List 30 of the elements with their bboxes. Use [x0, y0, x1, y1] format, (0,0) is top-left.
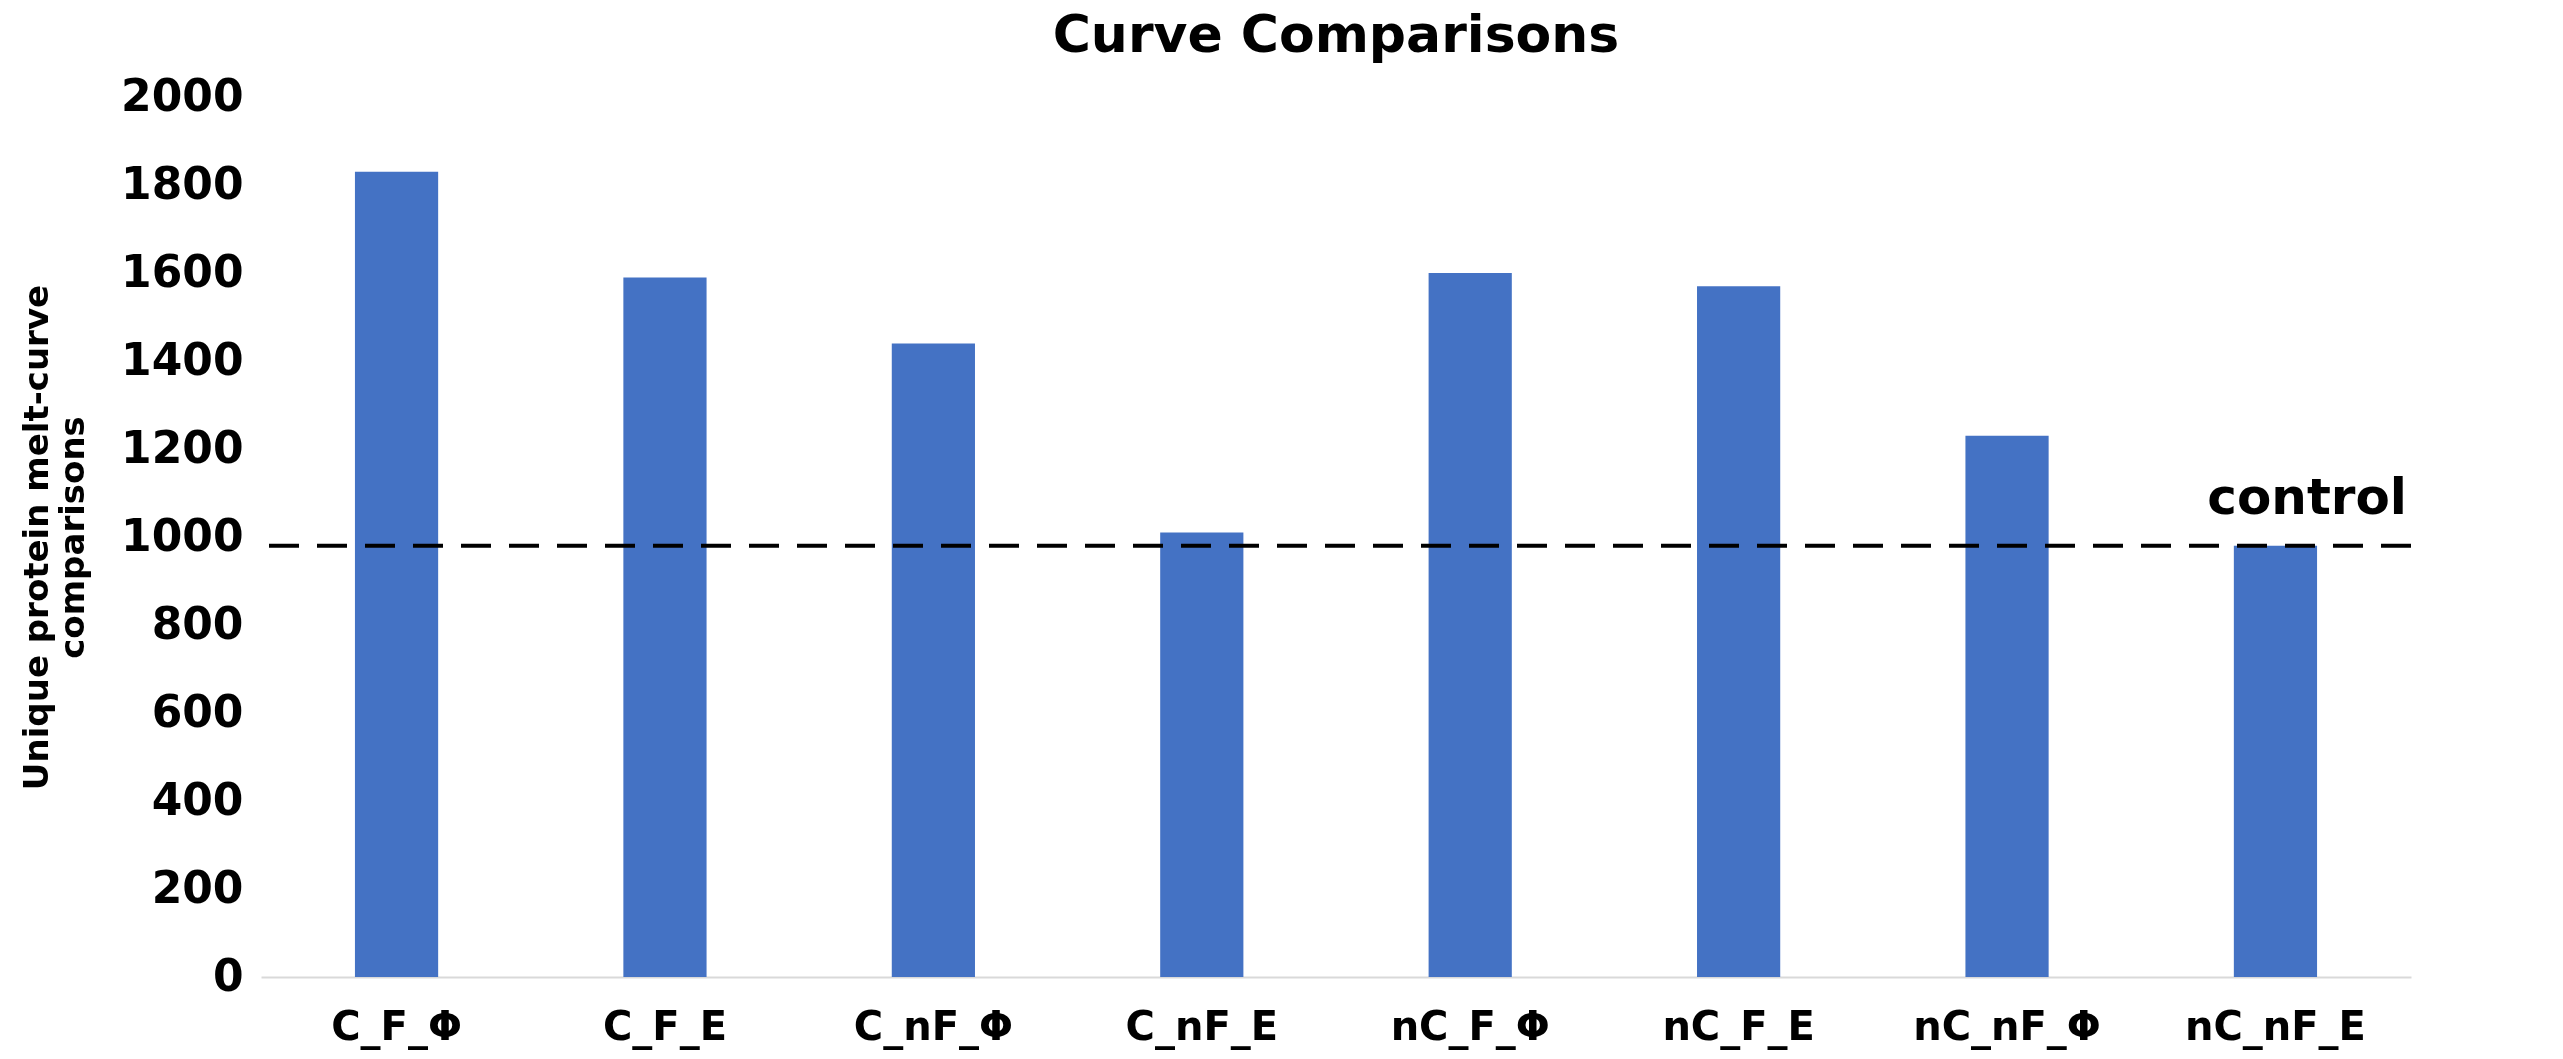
y-tick-label: 1200	[121, 421, 244, 473]
x-tick-label: C_nF_E	[1125, 1002, 1279, 1050]
y-tick-label: 1800	[121, 157, 244, 209]
bar	[623, 277, 707, 977]
x-tick-label: nC_nF_E	[2184, 1002, 2366, 1050]
bar	[1965, 435, 2049, 977]
x-tick-label: C_F_Φ	[331, 1002, 462, 1050]
y-tick-label: 400	[151, 773, 244, 825]
bar	[354, 171, 439, 977]
bar	[891, 343, 975, 977]
bar	[1160, 532, 1244, 977]
y-tick-label: 1600	[121, 245, 244, 297]
y-tick-label: 1400	[121, 333, 244, 385]
y-tick-label: 800	[151, 597, 244, 649]
y-tick-label: 600	[151, 685, 244, 737]
x-tick-label: C_nF_Φ	[853, 1002, 1013, 1050]
y-tick-label: 200	[151, 861, 244, 913]
ref-line-label: control	[2207, 467, 2407, 526]
y-axis-title: Unique protein melt-curve comparisons	[16, 284, 93, 791]
x-tick-label: nC_nF_Φ	[1913, 1002, 2101, 1050]
bar	[2233, 545, 2318, 977]
y-tick-label: 0	[212, 949, 244, 1001]
bar	[1697, 286, 1781, 977]
y-tick-label: 1000	[121, 509, 244, 561]
y-tick-label: 2000	[121, 69, 244, 121]
x-tick-label: nC_F_E	[1662, 1002, 1815, 1050]
chart-title: Curve Comparisons	[1052, 4, 1620, 64]
x-tick-label: nC_F_Φ	[1390, 1002, 1550, 1050]
x-tick-label: C_F_E	[602, 1002, 727, 1050]
bar	[1428, 273, 1512, 977]
